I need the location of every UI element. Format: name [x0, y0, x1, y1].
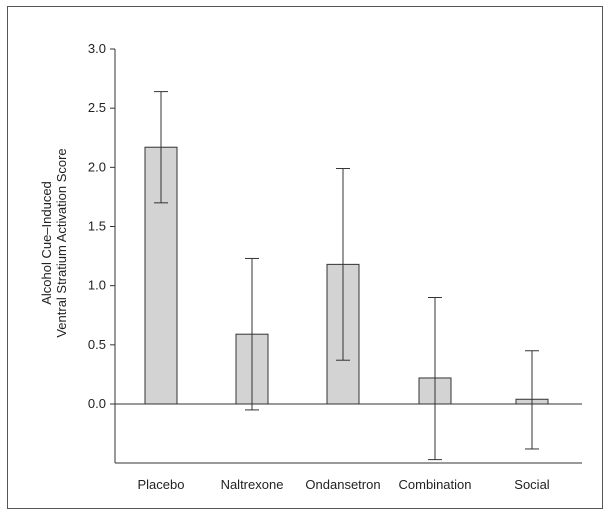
- error-bars: [154, 91, 539, 461]
- y-axis-label-line-1: Alcohol Cue–Induced: [39, 181, 54, 305]
- y-tick-label: 1.5: [88, 219, 106, 234]
- bars: [144, 146, 549, 405]
- y-tick-label: 0.5: [88, 337, 106, 352]
- y-tick-label: 3.0: [88, 41, 106, 56]
- chart-frame: [7, 6, 603, 509]
- y-tick-label: 2.5: [88, 100, 106, 115]
- y-tick-label: 0.0: [88, 396, 106, 411]
- y-tick-label: 2.0: [88, 159, 106, 174]
- x-tick-label: Social: [514, 477, 550, 492]
- x-tick-label: Combination: [399, 477, 472, 492]
- x-tick-label: Naltrexone: [221, 477, 284, 492]
- y-axis-label-line-2: Ventral Stratium Activation Score: [54, 148, 69, 337]
- x-tick-label: Placebo: [138, 477, 185, 492]
- tick-labels: 0.0 0.5 1.0 1.5 2.0 2.5 3.0 Placebo Naltrexone On…: [88, 41, 550, 492]
- x-tick-label: Ondansetron: [305, 477, 380, 492]
- y-tick-label: 1.0: [88, 278, 106, 293]
